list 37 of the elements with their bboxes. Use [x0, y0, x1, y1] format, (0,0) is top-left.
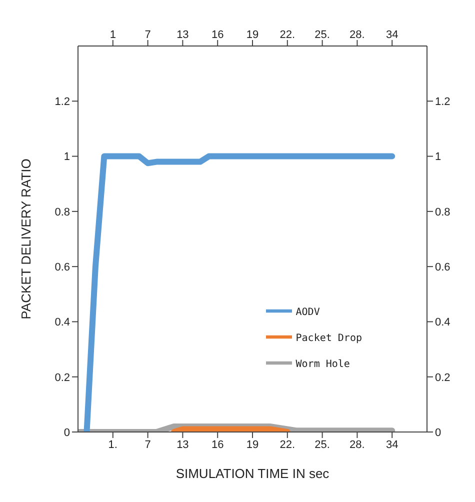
y2-tick-label: 0.2	[435, 372, 450, 384]
y2-tick-label: 0.4	[435, 316, 450, 329]
y-tick-label: 0	[64, 426, 70, 439]
x-tick-label: 7	[144, 438, 151, 451]
legend-label: Packet Drop	[296, 333, 362, 344]
text: 25.	[314, 29, 330, 41]
text: 16	[211, 29, 224, 41]
x-tick-label: 22.	[280, 438, 296, 451]
y2-tick-label: 1	[435, 151, 442, 164]
text: 22.	[280, 29, 296, 41]
y2-tick-label: 0	[435, 426, 442, 439]
x-tick-label: 34	[386, 438, 398, 451]
y-axis-title: PACKET DELIVERY RATIO	[18, 158, 34, 320]
y2-tick-label: 0.8	[435, 206, 450, 218]
text: 1	[110, 29, 116, 41]
legend-label: AODV	[296, 307, 320, 318]
text: 34	[386, 29, 398, 41]
x-tick-label: 28.	[350, 438, 365, 451]
x-tick-label: 19	[246, 438, 259, 451]
y2-tick-label: 0.6	[435, 261, 450, 274]
y-tick-label: 1	[64, 151, 70, 164]
x-axis-title: SIMULATION TIME IN sec	[176, 466, 330, 481]
x-tick-label: 1.	[108, 438, 118, 451]
y-tick-label: 0.8	[54, 206, 70, 218]
y-tick-label: 1.2	[54, 96, 70, 108]
x-tick-label: 16	[211, 438, 224, 451]
y-tick-label: 0.4	[54, 316, 70, 329]
text: 28.	[350, 29, 365, 41]
x-tick-label: 13	[176, 438, 189, 451]
text: 7	[144, 29, 151, 41]
y2-tick-label: 1.2	[435, 96, 450, 108]
y-tick-label: 0.6	[54, 261, 70, 274]
y-tick-label: 0.2	[54, 372, 70, 384]
text: 19	[246, 29, 259, 41]
legend-label: Worm Hole	[296, 359, 350, 370]
text: 13	[176, 29, 189, 41]
x-tick-label: 25.	[314, 438, 330, 451]
